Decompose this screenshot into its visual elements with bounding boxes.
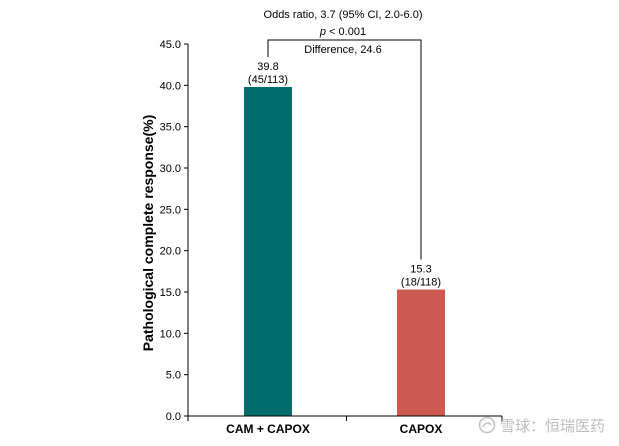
y-axis-ticks: 0.0 5.0 10.0 15.0 20.0 25.0 30.0 35.0 40.0 45.0	[160, 39, 503, 423]
y-tick-label: 35.0	[160, 122, 181, 134]
category-label: CAPOX	[400, 422, 443, 436]
y-axis-label: Pathological complete response(%)	[140, 115, 156, 352]
y-tick-label: 45.0	[160, 39, 181, 51]
bar	[244, 86, 292, 416]
y-tick-label: 20.0	[160, 246, 181, 258]
watermark: 雪球：恒瑞医药	[478, 414, 605, 436]
data-label-count: (18/118)	[401, 277, 441, 289]
category-labels: CAM + CAPOX CAPOX	[226, 422, 442, 436]
category-label: CAM + CAPOX	[226, 422, 310, 436]
data-label-value: 15.3	[410, 264, 431, 276]
odds-ratio-annotation: Odds ratio, 3.7 (95% CI, 2.0-6.0)	[264, 9, 423, 21]
bar	[397, 289, 445, 416]
difference-annotation: Difference, 24.6	[304, 44, 381, 56]
y-tick-label: 25.0	[160, 204, 181, 216]
y-tick-label: 0.0	[166, 411, 181, 423]
y-tick-label: 15.0	[160, 287, 181, 299]
data-label-value: 39.8	[257, 61, 278, 73]
significance-bracket	[267, 39, 422, 260]
y-tick-label: 30.0	[160, 163, 181, 175]
p-value: < 0.001	[326, 26, 366, 38]
y-tick-label: 5.0	[166, 370, 181, 382]
y-tick-label: 40.0	[160, 80, 181, 92]
data-label-count: (45/113)	[248, 74, 288, 86]
snowball-logo-icon	[478, 416, 496, 434]
y-tick-label: 10.0	[160, 328, 181, 340]
bars	[244, 86, 445, 416]
data-labels: 39.8(45/113) 15.3(18/118)	[248, 61, 441, 289]
p-value-annotation: p < 0.001	[319, 26, 366, 38]
p-symbol: p	[319, 26, 326, 38]
watermark-text: 雪球：恒瑞医药	[499, 417, 605, 435]
